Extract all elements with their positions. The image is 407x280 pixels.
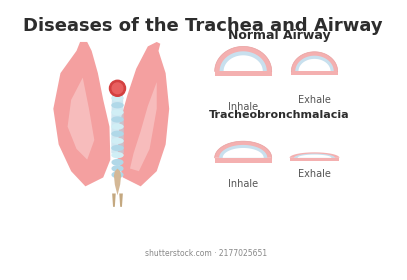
Ellipse shape [112, 172, 123, 178]
Polygon shape [219, 51, 267, 71]
Text: shutterstock.com · 2177025651: shutterstock.com · 2177025651 [144, 249, 267, 258]
Text: Exhale: Exhale [298, 95, 331, 106]
Polygon shape [219, 145, 267, 158]
Text: Exhale: Exhale [298, 169, 331, 179]
Polygon shape [68, 78, 94, 160]
Polygon shape [294, 153, 335, 158]
Polygon shape [111, 91, 124, 153]
Polygon shape [214, 46, 272, 71]
Ellipse shape [112, 166, 123, 171]
Text: Diseases of the Trachea and Airway: Diseases of the Trachea and Airway [23, 17, 383, 35]
Polygon shape [130, 82, 157, 171]
Circle shape [109, 80, 125, 96]
Ellipse shape [112, 160, 123, 165]
Polygon shape [53, 42, 110, 186]
Polygon shape [291, 71, 338, 75]
Polygon shape [298, 155, 331, 158]
Text: Inhale: Inhale [228, 179, 258, 189]
Polygon shape [223, 55, 263, 71]
Ellipse shape [111, 102, 124, 108]
Polygon shape [298, 59, 330, 71]
Ellipse shape [111, 88, 124, 94]
Polygon shape [112, 193, 116, 207]
Polygon shape [223, 148, 264, 158]
Ellipse shape [111, 152, 124, 158]
Ellipse shape [111, 138, 124, 144]
Polygon shape [295, 56, 334, 71]
Polygon shape [214, 141, 272, 158]
Polygon shape [291, 52, 338, 71]
Polygon shape [118, 42, 169, 186]
Ellipse shape [111, 131, 124, 137]
Polygon shape [214, 71, 272, 76]
Ellipse shape [111, 109, 124, 115]
Text: Tracheobronchmalacia: Tracheobronchmalacia [208, 110, 349, 120]
Polygon shape [119, 193, 123, 207]
Ellipse shape [111, 123, 124, 130]
Polygon shape [214, 158, 272, 163]
Polygon shape [289, 158, 339, 161]
Ellipse shape [111, 116, 124, 123]
Polygon shape [289, 152, 339, 158]
Ellipse shape [111, 145, 124, 151]
Text: Inhale: Inhale [228, 102, 258, 112]
Ellipse shape [111, 95, 124, 101]
Polygon shape [114, 169, 121, 195]
Circle shape [112, 83, 123, 94]
Text: Normal Airway: Normal Airway [228, 29, 330, 43]
